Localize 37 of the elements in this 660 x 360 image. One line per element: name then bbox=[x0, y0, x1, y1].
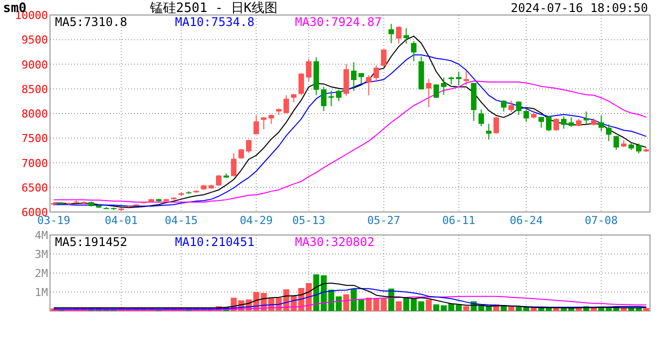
bar bbox=[590, 308, 597, 311]
y-tick-label: 8000 bbox=[22, 108, 48, 120]
bar bbox=[643, 308, 650, 311]
text: MA30:320802 bbox=[295, 235, 374, 249]
chart-title: 锰硅2501 - 日K线图 bbox=[149, 1, 278, 16]
line-series bbox=[53, 282, 647, 308]
chart-subtitle: 2024-07-16 18:09:50 bbox=[510, 1, 648, 15]
y-tick-label: 1M bbox=[34, 286, 48, 299]
line-series bbox=[53, 296, 647, 311]
y-tick-label: 9500 bbox=[22, 34, 48, 47]
x-tick-label: 04-29 bbox=[240, 214, 273, 227]
x-tick-label: 07-08 bbox=[584, 214, 618, 227]
line-series bbox=[53, 288, 647, 310]
text: MA5:7310.8 bbox=[55, 15, 128, 29]
y-tick-label: 9000 bbox=[22, 58, 48, 72]
y-tick-label: 2M bbox=[34, 267, 48, 280]
x-tick-label: 04-01 bbox=[104, 214, 138, 227]
text: MA5:191452 bbox=[55, 235, 128, 249]
y-tick-label: 8500 bbox=[22, 82, 48, 96]
y-tick-label: 7500 bbox=[22, 132, 48, 146]
x-tick-label: 05-13 bbox=[292, 214, 326, 227]
bar bbox=[426, 300, 432, 311]
bar bbox=[396, 301, 402, 311]
y-tick-label: 4M bbox=[34, 229, 48, 242]
x-tick-label: 06-11 bbox=[442, 214, 476, 227]
y-tick-label: 7000 bbox=[22, 156, 48, 170]
y-tick-label: 6500 bbox=[22, 181, 48, 194]
x-tick-label: 04-15 bbox=[164, 214, 198, 227]
y-tick-label: 3M bbox=[34, 248, 48, 261]
text: MA10:7534.8 bbox=[175, 15, 254, 29]
line-series bbox=[53, 80, 647, 203]
bar bbox=[343, 294, 350, 311]
text: MA10:210451 bbox=[175, 235, 254, 249]
x-tick-label: 05-27 bbox=[367, 214, 400, 227]
bar bbox=[463, 306, 470, 311]
text: MA30:7924.87 bbox=[295, 15, 382, 29]
x-tick-label: 06-24 bbox=[510, 214, 544, 227]
